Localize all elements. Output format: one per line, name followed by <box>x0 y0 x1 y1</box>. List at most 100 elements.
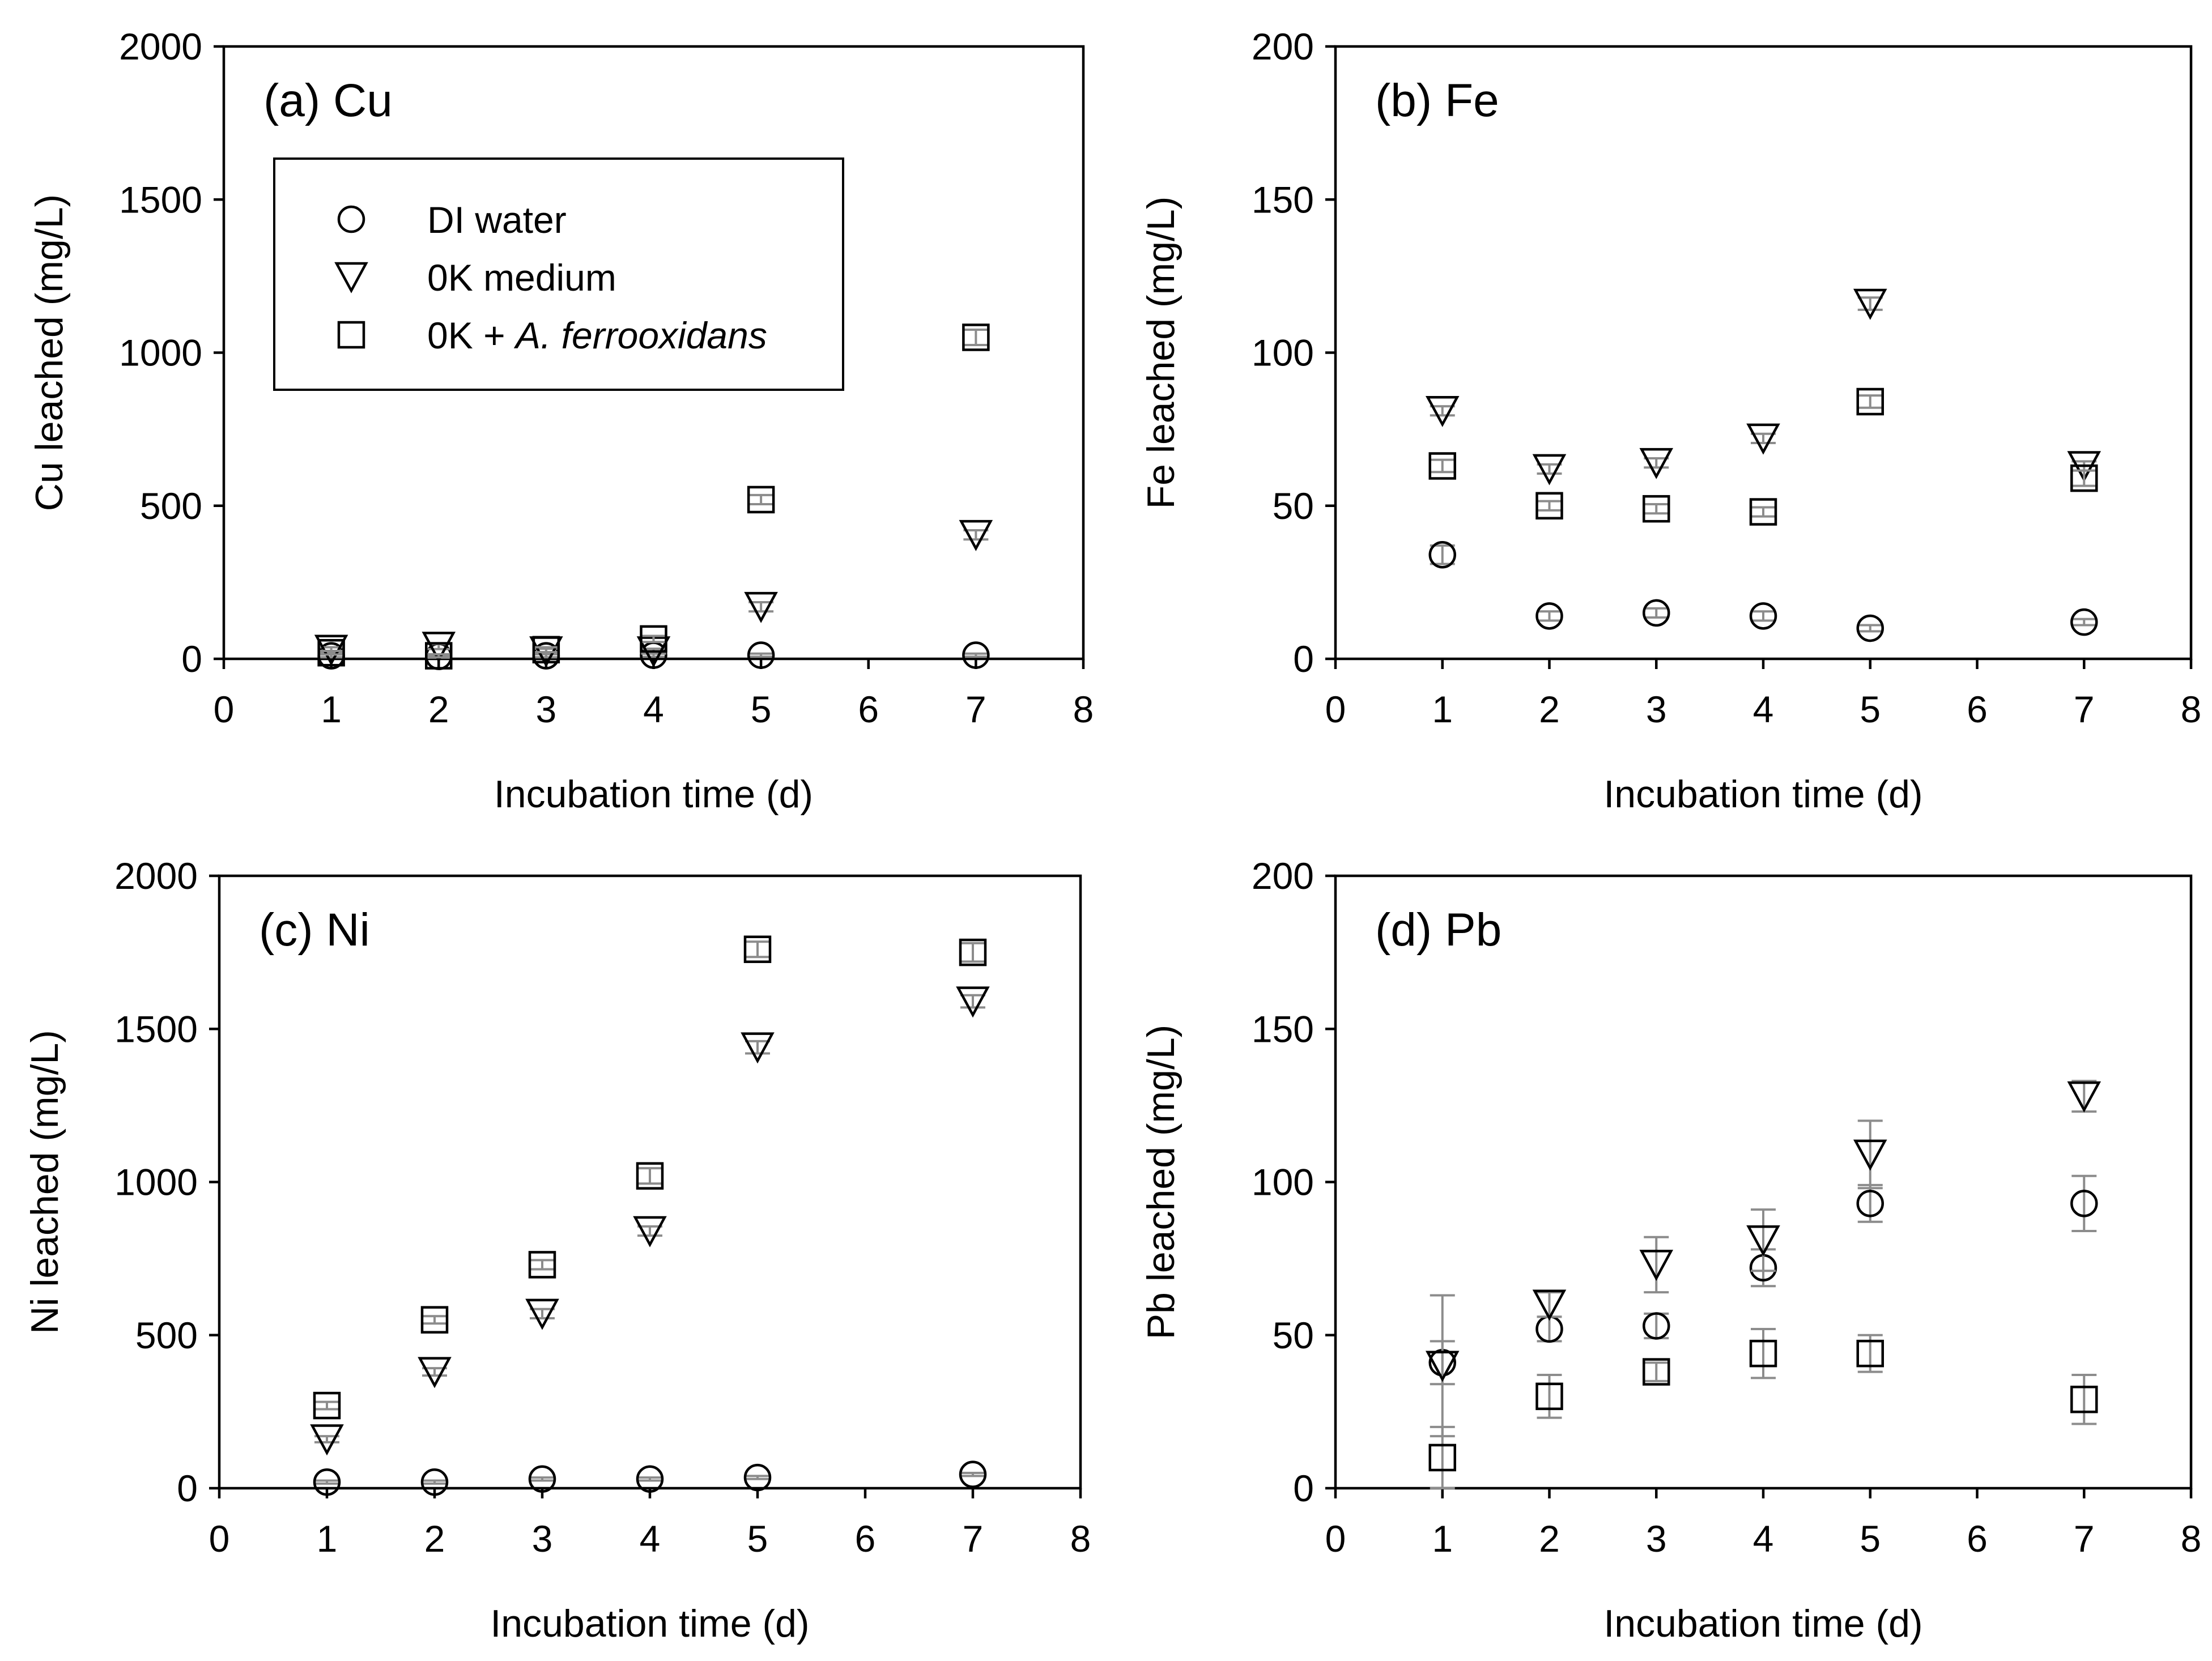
data-point <box>2070 608 2098 636</box>
x-tick-label: 2 <box>428 688 449 730</box>
x-tick-label: 5 <box>1860 688 1881 730</box>
x-tick-label: 1 <box>317 1518 338 1560</box>
x-tick-label: 8 <box>2181 688 2202 730</box>
data-point <box>1853 1139 1887 1171</box>
data-point <box>1856 614 1884 642</box>
data-point <box>636 1162 664 1190</box>
x-tick-label: 0 <box>214 688 235 730</box>
x-tick-label: 2 <box>1539 1518 1560 1560</box>
x-tick-label: 1 <box>321 688 342 730</box>
x-tick-label: 4 <box>1753 688 1774 730</box>
legend-marker <box>334 262 368 293</box>
x-tick-label: 5 <box>747 1518 768 1560</box>
data-point <box>1535 492 1563 519</box>
data-point <box>1428 1443 1456 1472</box>
y-tick-label: 0 <box>177 1467 198 1509</box>
data-point <box>2070 464 2098 492</box>
data-point <box>1425 1351 1460 1382</box>
x-tick-label: 4 <box>643 688 664 730</box>
data-point <box>1532 1289 1567 1321</box>
data-point <box>314 634 348 666</box>
data-point <box>959 519 993 551</box>
data-point <box>1856 1339 1884 1368</box>
y-tick-label: 1000 <box>114 1161 198 1203</box>
data-point <box>2070 1190 2098 1217</box>
data-point <box>1535 602 1563 630</box>
data-point <box>525 1298 559 1330</box>
y-tick-label: 50 <box>1273 485 1314 527</box>
data-point <box>420 1306 449 1334</box>
data-point <box>313 1391 341 1420</box>
y-tick-label: 0 <box>1293 1467 1314 1509</box>
panel-title: (a) Cu <box>263 75 393 126</box>
x-tick-label: 2 <box>1539 688 1560 730</box>
data-point <box>1643 1312 1670 1340</box>
data-point <box>528 1251 556 1279</box>
x-tick-label: 1 <box>1432 688 1453 730</box>
data-point <box>418 1357 452 1389</box>
data-point <box>1643 599 1670 627</box>
panel-pb: 0 1 2 3 4 5 6 7 8 0 50 100 150 200 Incubation time (d)… <box>1139 855 2201 1645</box>
series-triangle-down <box>1425 1080 2102 1438</box>
y-tick-label: 0 <box>1293 638 1314 680</box>
y-axis-title: Ni leached (mg/L) <box>23 1030 66 1334</box>
data-point <box>1428 540 1456 569</box>
y-tick-label: 1500 <box>119 178 202 220</box>
data-point <box>1856 1190 1884 1217</box>
data-point <box>1856 387 1884 416</box>
panel-cu: 0 1 2 3 4 5 6 7 8 0 500 1000 1500 2000 Incubation time… <box>28 25 1094 816</box>
x-tick-label: 3 <box>532 1518 553 1560</box>
data-point <box>1749 498 1777 526</box>
data-point <box>528 1465 556 1493</box>
x-tick-label: 6 <box>858 688 879 730</box>
x-tick-label: 5 <box>751 688 772 730</box>
x-tick-label: 4 <box>1753 1518 1774 1560</box>
data-point <box>743 1463 772 1492</box>
x-tick-label: 5 <box>1860 1518 1881 1560</box>
data-point <box>313 1468 341 1496</box>
panel-fe: 0 1 2 3 4 5 6 7 8 0 50 100 150 200 Incubation time (d)… <box>1139 25 2201 816</box>
data-point <box>1746 423 1780 455</box>
data-point <box>743 935 772 963</box>
legend: DI water 0K medium 0K + A. ferrooxidans <box>273 157 844 391</box>
data-point <box>959 938 987 966</box>
series-square <box>1428 1327 2098 1489</box>
data-point <box>2067 1081 2102 1113</box>
x-tick-label: 6 <box>1967 1518 1988 1560</box>
series-square <box>317 323 990 670</box>
legend-box <box>273 157 844 391</box>
y-tick-label: 50 <box>1273 1314 1314 1356</box>
data-point <box>420 1468 449 1496</box>
data-point <box>1746 1225 1780 1257</box>
x-tick-label: 7 <box>963 1518 984 1560</box>
x-tick-label: 2 <box>424 1518 445 1560</box>
x-tick-label: 6 <box>855 1518 876 1560</box>
data-point <box>310 1424 344 1456</box>
x-tick-label: 7 <box>2074 688 2095 730</box>
legend-marker <box>337 321 365 349</box>
x-tick-label: 3 <box>1646 688 1667 730</box>
y-axis-title: Fe leached (mg/L) <box>1139 197 1182 509</box>
x-tick-label: 6 <box>1967 688 1988 730</box>
y-axis-title: Cu leached (mg/L) <box>28 194 71 511</box>
y-tick-label: 100 <box>1252 332 1314 374</box>
data-point <box>956 986 990 1018</box>
data-point <box>747 641 775 669</box>
data-point <box>1749 1339 1777 1368</box>
legend-label: 0K medium <box>427 257 616 299</box>
panel-title: (d) Pb <box>1375 904 1501 956</box>
data-point <box>741 1032 775 1064</box>
y-axis-title: Pb leached (mg/L) <box>1139 1025 1182 1340</box>
x-tick-label: 8 <box>2181 1518 2202 1560</box>
x-axis-title: Incubation time (d) <box>490 1602 809 1645</box>
series-circle <box>1428 540 2098 642</box>
y-tick-label: 2000 <box>114 855 198 897</box>
y-tick-label: 200 <box>1252 855 1314 897</box>
data-point <box>1535 1382 1563 1411</box>
data-point <box>1853 288 1887 320</box>
y-tick-label: 2000 <box>119 25 202 67</box>
legend-marker <box>337 205 365 233</box>
data-point <box>2070 1386 2098 1413</box>
x-axis-title: Incubation time (d) <box>1603 773 1922 816</box>
